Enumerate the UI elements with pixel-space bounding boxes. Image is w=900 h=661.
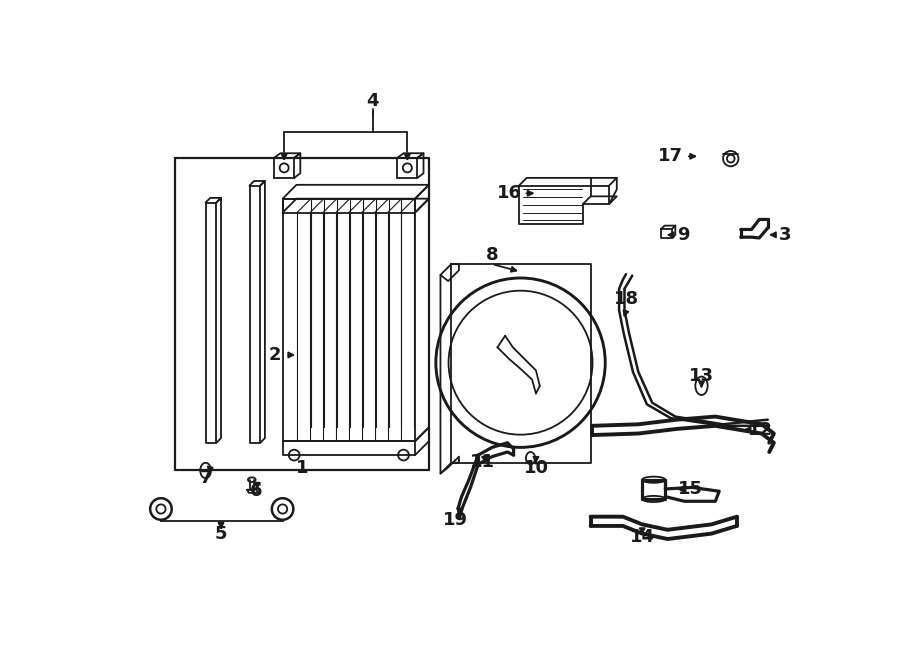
Text: 2: 2: [269, 346, 281, 364]
Text: 3: 3: [778, 226, 791, 244]
Text: 16: 16: [498, 184, 522, 202]
Text: 6: 6: [249, 483, 262, 500]
Text: 1: 1: [295, 459, 308, 477]
Text: 11: 11: [471, 453, 495, 471]
Text: 4: 4: [366, 92, 379, 110]
Text: 5: 5: [215, 525, 228, 543]
Text: 12: 12: [748, 420, 772, 439]
Text: 17: 17: [658, 147, 683, 165]
Text: 10: 10: [524, 459, 548, 477]
Text: 9: 9: [677, 226, 689, 244]
Text: 14: 14: [630, 529, 654, 547]
Text: 13: 13: [689, 367, 714, 385]
Text: 19: 19: [444, 511, 468, 529]
Text: 15: 15: [679, 480, 703, 498]
Text: 7: 7: [200, 469, 212, 487]
Text: 8: 8: [486, 246, 499, 264]
Text: 18: 18: [614, 290, 639, 308]
